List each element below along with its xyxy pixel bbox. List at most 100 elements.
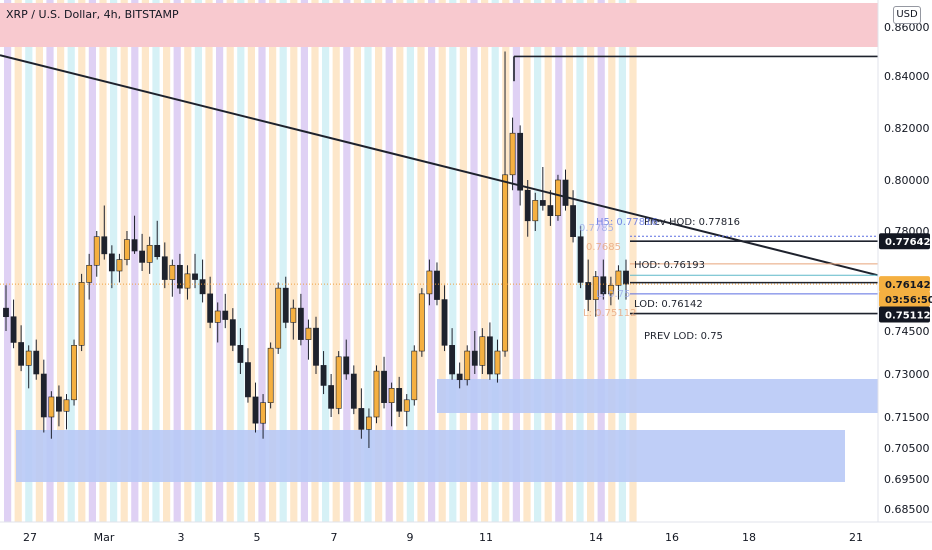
- candle-body: [252, 396, 259, 424]
- session-band: [300, 0, 308, 522]
- candle: [18, 325, 25, 372]
- session-band: [131, 0, 139, 522]
- price-tag-75112: 0.75112: [885, 311, 931, 322]
- level-label: HOD: 0.76193: [634, 260, 705, 271]
- demand-zone-upper: [437, 379, 878, 413]
- date-tick-label: 3: [178, 531, 185, 544]
- candle-body: [267, 347, 274, 403]
- candle-body: [290, 307, 297, 323]
- session-band: [216, 0, 224, 522]
- session-band: [247, 0, 255, 522]
- candle: [350, 365, 357, 415]
- candle-body: [282, 287, 289, 323]
- candle-body: [131, 239, 138, 252]
- session-band: [35, 0, 43, 522]
- candle-body: [464, 350, 471, 381]
- candle: [555, 174, 561, 221]
- countdown-tag: 03:56:50: [885, 295, 932, 306]
- price-tick-label: 0.73000: [884, 368, 930, 381]
- candle: [592, 271, 599, 317]
- candle: [260, 394, 266, 439]
- session-band: [481, 0, 489, 522]
- candle-body: [607, 284, 614, 295]
- date-tick-label: 18: [742, 531, 756, 544]
- candle: [282, 276, 289, 329]
- session-band: [46, 0, 54, 522]
- date-tick-label: 5: [254, 531, 261, 544]
- candle: [184, 265, 191, 300]
- session-band: [353, 0, 361, 522]
- candle-body: [184, 273, 191, 289]
- faded-level-label: L: 0.75: [596, 289, 630, 300]
- candle-body: [33, 350, 40, 375]
- candle-body: [441, 299, 448, 346]
- candle: [229, 308, 236, 352]
- candle: [335, 351, 342, 415]
- candle: [464, 345, 471, 386]
- price-tick-label: 0.84000: [884, 70, 930, 83]
- demand-zone-lower: [16, 430, 845, 482]
- candle-body: [426, 270, 433, 295]
- candle: [494, 339, 501, 383]
- session-band: [4, 0, 12, 522]
- candle: [403, 394, 410, 427]
- symbol-legend[interactable]: XRP / U.S. Dollar, 4h, BITSTAMP: [6, 8, 179, 21]
- price-axis[interactable]: 0.860000.840000.820000.800000.780000.745…: [877, 0, 932, 522]
- candle-body: [411, 350, 418, 401]
- price-tag-current-bg: [879, 276, 930, 293]
- date-tick-label: 27: [23, 531, 37, 544]
- candle: [86, 253, 93, 300]
- candle-body: [63, 399, 70, 412]
- candle: [214, 302, 221, 343]
- candle-body: [3, 307, 9, 318]
- candle: [10, 299, 17, 349]
- candle: [381, 356, 387, 409]
- session-band: [491, 0, 499, 522]
- session-band: [470, 0, 478, 522]
- candle-body: [222, 310, 229, 320]
- price-tag-75112-bg: [879, 306, 930, 323]
- candle-body: [177, 264, 183, 289]
- candle: [101, 205, 108, 260]
- candle: [600, 259, 607, 300]
- supply-demand-zones: [0, 3, 878, 482]
- candle: [25, 345, 32, 389]
- candle: [199, 259, 206, 303]
- candle: [222, 293, 229, 329]
- session-band: [587, 0, 595, 522]
- candle: [169, 259, 176, 297]
- candle: [275, 282, 282, 354]
- time-axis[interactable]: 27 Mar 3 5 7 9 11 14 16 18 21: [0, 521, 932, 550]
- candle-body: [517, 132, 524, 191]
- candle-body: [237, 345, 244, 363]
- candle-body: [615, 270, 622, 286]
- candle: [396, 376, 403, 417]
- candle: [108, 245, 115, 289]
- candle: [615, 265, 622, 300]
- candle: [154, 220, 161, 260]
- candle: [245, 348, 251, 403]
- candle: [305, 319, 312, 360]
- price-tick-label: 0.82000: [884, 122, 930, 135]
- candle-body: [524, 189, 531, 222]
- candle-body: [547, 205, 554, 216]
- candle-body: [449, 345, 455, 375]
- session-band: [396, 0, 404, 522]
- session-band: [555, 0, 563, 522]
- candle: [56, 385, 62, 427]
- level-label: PREV LOD: 0.75: [644, 331, 723, 342]
- candle: [237, 328, 244, 374]
- candle-body: [86, 264, 93, 283]
- candle: [48, 391, 55, 439]
- session-band: [343, 0, 351, 522]
- candle-body: [471, 350, 478, 366]
- date-tick-label: Mar: [94, 531, 115, 544]
- session-band: [14, 0, 22, 522]
- session-band: [385, 0, 393, 522]
- candle-body: [494, 350, 501, 375]
- candle-body: [313, 327, 319, 366]
- session-band: [512, 0, 520, 522]
- currency-button[interactable]: USD: [893, 6, 921, 24]
- candle-body: [592, 276, 599, 300]
